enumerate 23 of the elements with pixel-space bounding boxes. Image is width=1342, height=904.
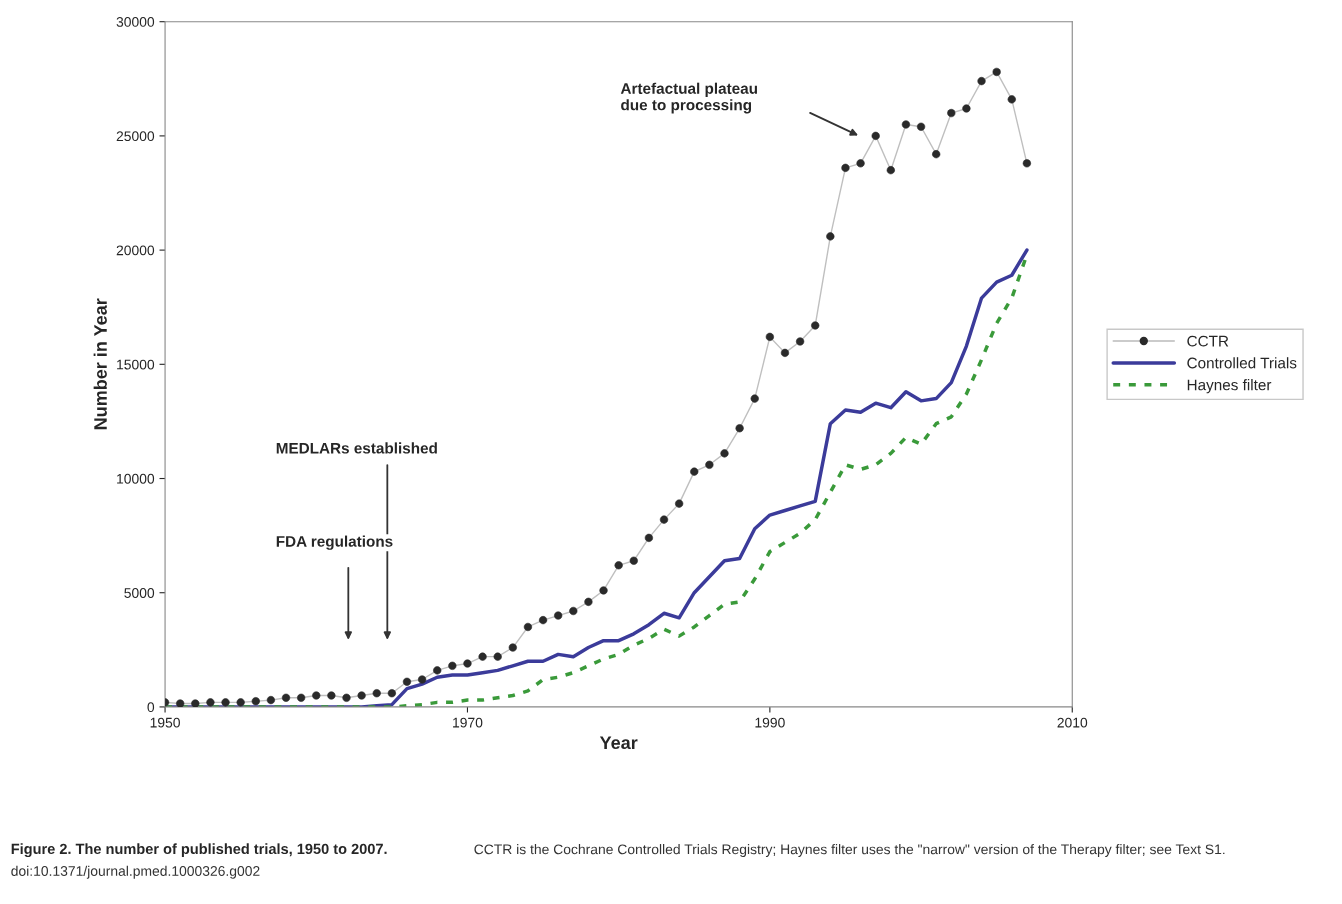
x-axis-title: Year <box>599 736 638 750</box>
y-tick-label: 5000 <box>124 588 155 598</box>
x-tick-label: 1990 <box>755 717 785 728</box>
annotation: Artefactual plateau due to processing <box>620 82 758 114</box>
y-tick-label: 10000 <box>117 473 155 484</box>
y-axis-title: Number in Year <box>93 298 107 430</box>
y-tick-label: 0 <box>147 702 155 713</box>
annotation: FDA regulations <box>276 535 393 550</box>
legend-label: Controlled Trials <box>1187 357 1297 369</box>
y-tick-label: 30000 <box>116 17 155 27</box>
text: CCTR is the Cochrane Controlled Trials Registry; Haynes filter uses the "narrow" version of the Therapy filter; see Text S1. <box>474 844 1225 857</box>
x-tick-label: 2010 <box>1057 717 1088 728</box>
y-tick-label: 20000 <box>116 245 155 256</box>
y-tick-label: 25000 <box>116 131 155 142</box>
text: Figure 2. The number of published trials, 1950 to 2007. <box>11 843 387 857</box>
y-tick-label: 15000 <box>117 359 155 370</box>
text: doi:10.1371/journal.pmed.1000326.g002 <box>11 865 260 879</box>
legend-label: CCTR <box>1187 335 1229 347</box>
legend-label: Haynes filter <box>1187 379 1272 394</box>
x-tick-label: 1970 <box>453 717 483 728</box>
point <box>780 348 790 358</box>
x-tick-label: 1950 <box>150 717 180 728</box>
annotation: MEDLARs established <box>276 442 437 454</box>
